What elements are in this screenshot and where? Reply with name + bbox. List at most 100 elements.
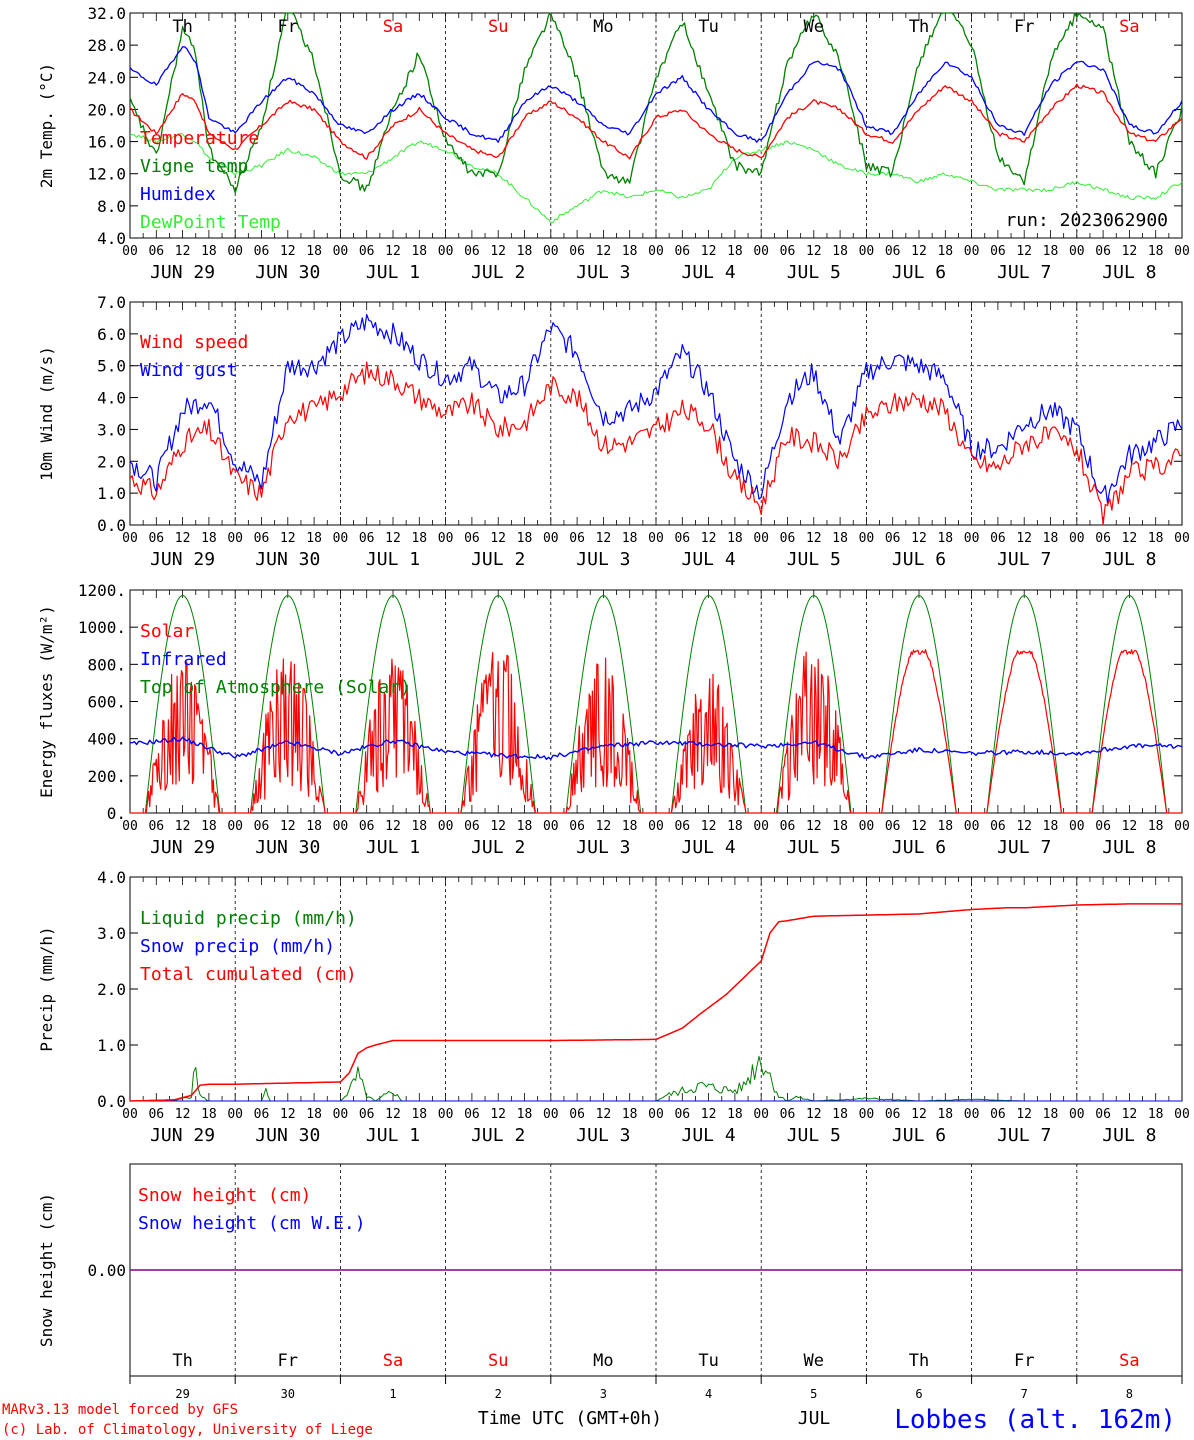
hour-label: 18 — [622, 819, 638, 834]
wind-series: Wind speed Wind gust — [129, 313, 1183, 526]
hour-label: 00 — [122, 819, 138, 834]
date-label: JUL 6 — [892, 262, 946, 283]
hour-label: 06 — [885, 244, 901, 259]
date-label: JUL 2 — [471, 549, 525, 570]
hour-label: 00 — [648, 531, 664, 546]
y-tick-label: 1.0 — [97, 1036, 126, 1055]
weekday-label: Th — [172, 1351, 192, 1371]
hour-label: 12 — [806, 819, 822, 834]
y-tick-label: 32.0 — [87, 4, 126, 23]
hour-label: 06 — [1095, 1107, 1111, 1122]
date-label: JUN 30 — [255, 262, 320, 283]
hour-label: 00 — [438, 244, 454, 259]
hour-label: 06 — [990, 1107, 1006, 1122]
hour-label: 18 — [306, 819, 322, 834]
date-label: JUL 3 — [576, 1125, 630, 1146]
y-axis-title: 2m Temp. (°C) — [37, 63, 56, 188]
hour-label: 00 — [964, 244, 980, 259]
hour-label: 12 — [806, 531, 822, 546]
day-number: 29 — [175, 1387, 189, 1401]
y-tick-label: 0.0 — [97, 1092, 126, 1111]
date-label: JUL 5 — [787, 262, 841, 283]
footer: MARv3.13 model forced by GFS (c) Lab. of … — [2, 1402, 1176, 1438]
date-label: JUL 1 — [366, 1125, 420, 1146]
energy-series: Solar Infrared Top of Atmosphere (Solar) — [130, 595, 1183, 814]
hour-label: 18 — [832, 1107, 848, 1122]
credit-line-2: (c) Lab. of Climatology, University of L… — [2, 1422, 373, 1438]
date-label: JUL 8 — [1102, 262, 1156, 283]
day-number: 4 — [705, 1387, 712, 1401]
hour-label: 18 — [517, 819, 533, 834]
snow-series: Snow height (cm) Snow height (cm W.E.) Th 2… — [129, 1185, 1183, 1401]
hour-label: 06 — [674, 531, 690, 546]
hour-label: 18 — [622, 531, 638, 546]
hour-label: 06 — [254, 531, 270, 546]
series-line-1 — [130, 649, 1182, 814]
hour-label: 12 — [490, 1107, 506, 1122]
hour-label: 00 — [543, 531, 559, 546]
hour-label: 18 — [937, 819, 953, 834]
legend-entry: Temperature — [140, 128, 259, 149]
y-tick-label: 28.0 — [87, 36, 126, 55]
credit-line-1: MARv3.13 model forced by GFS — [2, 1402, 238, 1418]
hour-label: 00 — [438, 1107, 454, 1122]
date-label: JUN 29 — [150, 549, 215, 570]
hour-label: 06 — [1095, 819, 1111, 834]
hour-label: 06 — [1095, 244, 1111, 259]
hour-label: 18 — [727, 531, 743, 546]
y-tick-label: 4.0 — [97, 229, 126, 248]
series-line-2 — [129, 12, 1183, 194]
hour-label: 12 — [280, 244, 296, 259]
hour-label: 12 — [175, 819, 191, 834]
weekday-label: Fr — [278, 1351, 298, 1371]
y-tick-label: 1200. — [78, 581, 126, 600]
hour-label: 12 — [701, 819, 717, 834]
hour-label: 00 — [227, 531, 243, 546]
hour-label: 00 — [543, 1107, 559, 1122]
weekday-label: Mo — [593, 1351, 613, 1371]
series-line-3 — [129, 903, 1182, 1102]
hour-label: 06 — [569, 531, 585, 546]
hour-label: 18 — [1043, 819, 1059, 834]
hour-label: 12 — [385, 819, 401, 834]
date-label: JUL 2 — [471, 262, 525, 283]
plot-frame — [129, 301, 1183, 526]
hour-label: 12 — [385, 244, 401, 259]
hour-label: 00 — [859, 531, 875, 546]
hour-label: 06 — [254, 819, 270, 834]
y-tick-label: 3.0 — [97, 420, 126, 439]
weekday-label: Tu — [698, 17, 718, 37]
hour-label: 12 — [490, 531, 506, 546]
hour-label: 18 — [937, 244, 953, 259]
hour-label: 06 — [990, 819, 1006, 834]
hour-label: 18 — [411, 1107, 427, 1122]
day-number: 1 — [389, 1387, 396, 1401]
hour-label: 12 — [1016, 244, 1032, 259]
legend-entry: Snow height (cm) — [138, 1185, 311, 1206]
date-label: JUL 4 — [682, 262, 736, 283]
hour-label: 12 — [1122, 244, 1138, 259]
day-number: 5 — [810, 1387, 817, 1401]
weekday-label: Fr — [1014, 17, 1034, 37]
date-label: JUN 29 — [150, 837, 215, 858]
hour-label: 12 — [175, 531, 191, 546]
hour-label: 12 — [385, 1107, 401, 1122]
y-tick-label: 16.0 — [87, 133, 126, 152]
hour-label: 12 — [701, 531, 717, 546]
y-tick-label: 5.0 — [97, 357, 126, 376]
hour-label: 18 — [1148, 1107, 1164, 1122]
hour-label: 12 — [596, 819, 612, 834]
date-label: JUN 29 — [150, 1125, 215, 1146]
date-label: JUL 5 — [787, 837, 841, 858]
hour-label: 00 — [753, 1107, 769, 1122]
hour-label: 18 — [411, 244, 427, 259]
hour-label: 18 — [832, 244, 848, 259]
hour-label: 06 — [148, 819, 164, 834]
y-axis-title: Precip (mm/h) — [37, 926, 56, 1051]
hour-label: 06 — [885, 1107, 901, 1122]
day-number: 2 — [495, 1387, 502, 1401]
hour-label: 18 — [517, 531, 533, 546]
date-label: JUL 1 — [366, 549, 420, 570]
y-axis-title: 10m Wind (m/s) — [37, 346, 56, 481]
